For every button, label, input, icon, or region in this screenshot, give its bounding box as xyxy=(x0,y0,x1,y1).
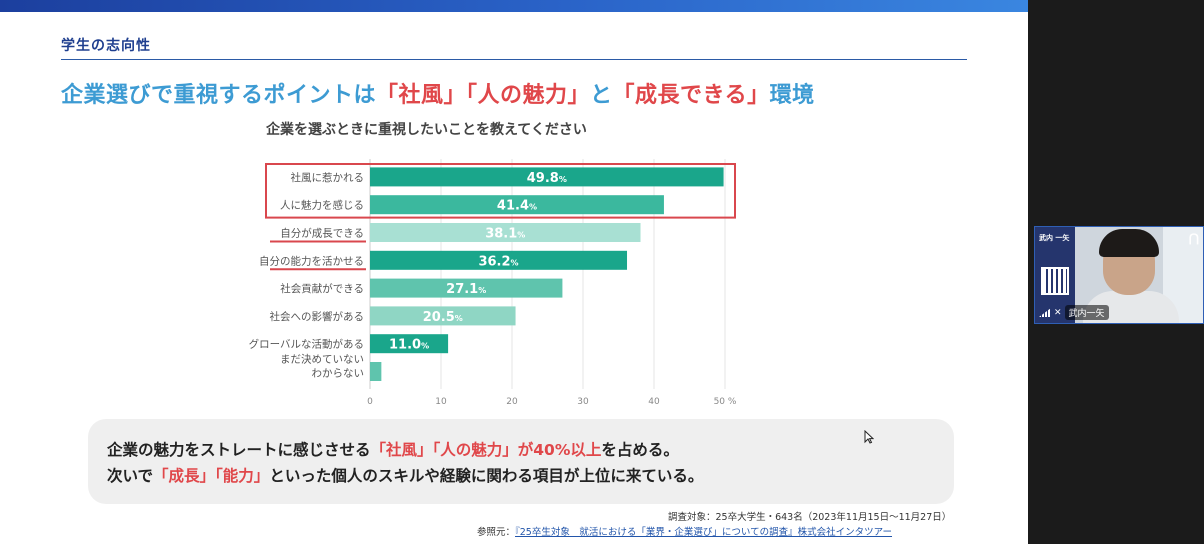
chart-bar xyxy=(370,306,516,326)
value-label: 20.5% xyxy=(423,310,463,325)
headline-part: 環境 xyxy=(769,83,815,108)
category-label: 自分が成長できる xyxy=(280,227,364,240)
summary-line-2: 次いで「成長」「能力」といった個人のスキルや経験に関わる項目が上位に来ている。 xyxy=(107,464,703,486)
slide-header-bar xyxy=(0,0,1028,12)
participant-hair xyxy=(1099,229,1159,257)
summary-text: 次いで xyxy=(107,467,154,485)
source-citation: 参照元：『25卒生対象 就活における「業界・企業選び」についての調査』株式会社イ… xyxy=(477,524,892,538)
value-label: 11.0% xyxy=(389,338,429,353)
chart-title: 企業を選ぶときに重視したいことを教えてください xyxy=(266,122,587,138)
x-tick-label: 20 xyxy=(506,397,518,407)
x-tick-label: 10 xyxy=(435,397,447,407)
slide-headline: 企業選びで重視するポイントは「社風」「人の魅力」と「成長できる」環境 xyxy=(61,77,815,109)
chart-bar xyxy=(370,362,382,381)
headline-highlight: 「成長できる」 xyxy=(612,83,770,108)
chart-bar xyxy=(370,334,449,354)
category-label: 自分の能力を活かせる xyxy=(259,254,364,267)
value-label: 49.8% xyxy=(527,171,567,186)
section-label: 学生の志向性 xyxy=(61,38,151,54)
chart-bar xyxy=(370,195,664,215)
headline-part: 企業選びで重視するポイントは xyxy=(61,83,377,108)
x-tick-label: 0 xyxy=(367,397,373,407)
value-label: 38.1% xyxy=(485,227,525,242)
highlight-box xyxy=(265,163,736,219)
value-label: 41.4% xyxy=(497,199,537,214)
category-label: グローバルな活動がある xyxy=(249,338,364,351)
name-card: 武内 一矢 xyxy=(1035,227,1075,323)
survey-note: 調査対象：25卒大学生・643名（2023年11月15日〜11月27日） xyxy=(668,512,952,523)
chart-bar xyxy=(370,278,563,298)
summary-highlight: 「成長」「能力」 xyxy=(153,467,270,485)
chart-bar xyxy=(370,250,628,270)
category-label: 人に魅力を感じる xyxy=(280,199,364,212)
category-label: 社風に惹かれる xyxy=(291,171,365,184)
x-tick-label: 30 xyxy=(577,397,589,407)
x-tick-label: 50 % xyxy=(714,397,737,407)
summary-text: を占める。 xyxy=(601,441,679,459)
source-link[interactable]: 『25卒生対象 就活における「業界・企業選び」についての調査』株式会社インタツア… xyxy=(515,527,893,538)
headline-highlight: 「社風」「人の魅力」 xyxy=(376,83,591,108)
mic-muted-icon: ✕ xyxy=(1054,307,1062,318)
bar-chart: 0 10 20 30 40 50 % 社風に惹かれる 49.8% 人に魅力を感じる 41.4% 自分… xyxy=(249,159,737,407)
category-label: 社会への影響がある xyxy=(270,310,365,323)
chart-bar xyxy=(370,223,641,242)
chart-bar xyxy=(370,167,724,187)
presentation-slide: 学生の志向性 企業選びで重視するポイントは「社風」「人の魅力」と「成長できる」環… xyxy=(0,0,1028,544)
signal-strength-icon xyxy=(1039,308,1051,317)
mouse-cursor-icon xyxy=(864,430,874,444)
value-label: 36.2% xyxy=(478,254,518,269)
summary-box: 企業の魅力をストレートに感じさせる「社風」「人の魅力」が40%以上を占める。 次… xyxy=(88,419,954,504)
summary-text: 企業の魅力をストレートに感じさせる xyxy=(107,441,371,459)
category-label: まだ決めていない xyxy=(280,354,364,366)
x-tick-label: 40 xyxy=(648,397,660,407)
brand-logo-icon: ⋂ xyxy=(1188,231,1199,245)
section-divider xyxy=(61,59,967,60)
qr-code-icon xyxy=(1041,267,1069,295)
value-label: 1.6% xyxy=(388,366,419,381)
summary-highlight: 「社風」「人の魅力」が40%以上 xyxy=(370,441,602,459)
summary-text: といった個人のスキルや経験に関わる項目が上位に来ている。 xyxy=(269,467,704,485)
summary-line-1: 企業の魅力をストレートに感じさせる「社風」「人の魅力」が40%以上を占める。 xyxy=(107,438,679,460)
value-label: 27.1% xyxy=(446,282,486,297)
participant-name: 武内一矢 xyxy=(1064,305,1109,320)
source-prefix: 参照元： xyxy=(477,527,516,538)
headline-part: と xyxy=(590,83,613,108)
video-footer: ✕ 武内一矢 xyxy=(1039,305,1109,320)
category-label: わからない xyxy=(312,368,365,380)
category-label: 社会貢献ができる xyxy=(280,282,364,295)
participant-video-tile[interactable]: 武内 一矢 ⋂ ✕ 武内一矢 xyxy=(1034,226,1204,324)
card-name: 武内 一矢 xyxy=(1039,234,1070,242)
